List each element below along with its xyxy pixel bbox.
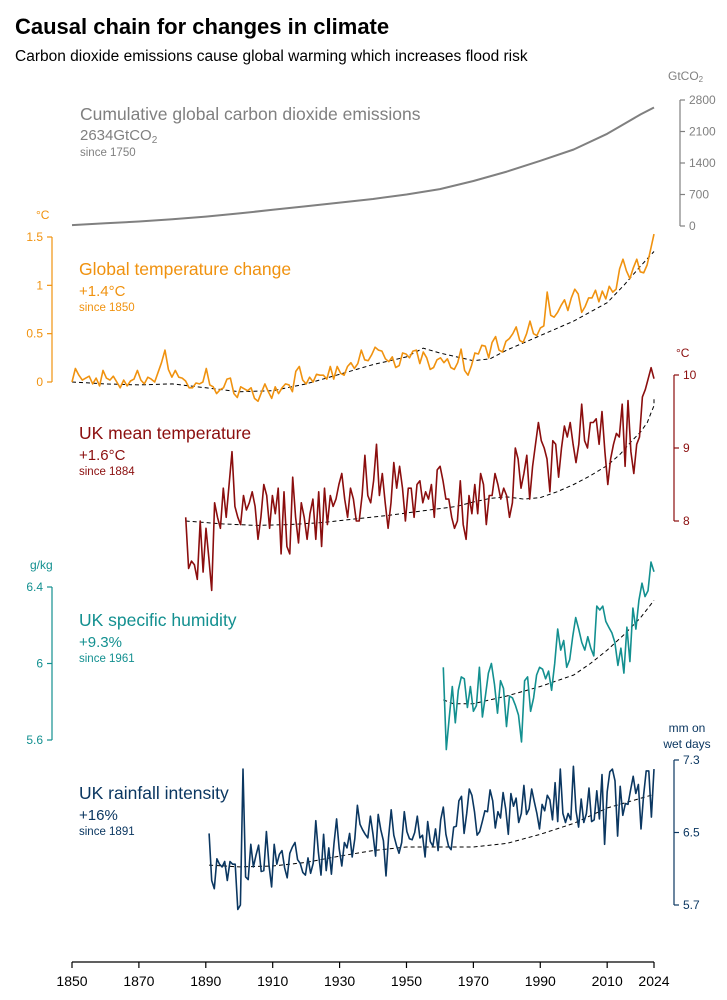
uk-humidity-unit: g/kg	[30, 558, 53, 572]
x-tick-label: 1930	[324, 973, 355, 989]
co2-y-tick-label: 2100	[689, 125, 716, 139]
uk-humidity-panel: UK specific humidity +9.3% since 1961 g/…	[30, 558, 237, 665]
x-tick-label: 2024	[638, 973, 669, 989]
x-tick-label: 1970	[458, 973, 489, 989]
uk-temp-value: +1.6°C	[79, 447, 126, 464]
co2-series-line	[71, 106, 655, 227]
uk-rain-value: +16%	[79, 807, 118, 824]
x-tick-label: 1990	[525, 973, 556, 989]
global_temp-plot: 0 0.5 1 1.5	[26, 230, 655, 403]
uk_rain-y-tick-label: 6.5	[683, 826, 700, 840]
co2-title: Cumulative global carbon dioxide emissio…	[80, 104, 421, 124]
uk-temp-unit: °C	[676, 346, 690, 360]
uk-temp-panel: UK mean temperature +1.6°C since 1884 °C	[79, 346, 690, 478]
uk-humidity-title: UK specific humidity	[79, 610, 237, 630]
global-temp-since: since 1850	[79, 302, 135, 314]
co2-value-subscript: 2	[152, 135, 158, 146]
global-temp-title: Global temperature change	[79, 259, 291, 279]
x-tick-label: 1950	[391, 973, 422, 989]
co2-panel: Cumulative global carbon dioxide emissio…	[80, 69, 704, 159]
global_temp-y-tick-label: 0	[36, 375, 43, 389]
uk_temp-y-tick-label: 8	[683, 514, 690, 528]
uk-temp-since: since 1884	[79, 466, 135, 478]
global_temp-y-tick-label: 0.5	[26, 327, 43, 341]
uk_rain-y-tick-label: 7.3	[683, 753, 700, 767]
uk_humidity-y-tick-label: 6.4	[26, 580, 43, 594]
co2-unit-subscript: 2	[699, 75, 704, 84]
uk_rain-plot: 5.7 6.5 7.3	[208, 753, 700, 912]
chart-title: Causal chain for changes in climate	[15, 14, 390, 39]
uk_humidity-series-line	[442, 561, 655, 751]
uk_temp-plot: 8 9 10	[184, 366, 697, 592]
global_temp-series-line	[71, 233, 655, 403]
uk_humidity-trend-line	[443, 600, 655, 705]
co2-since: since 1750	[80, 147, 136, 159]
co2-value: 2634GtCO2	[80, 127, 158, 146]
x-tick-label: 2010	[592, 973, 623, 989]
global_temp-y-tick-label: 1.5	[26, 230, 43, 244]
uk_temp-series-line	[184, 366, 655, 592]
uk_humidity-y-tick-label: 5.6	[26, 733, 43, 747]
uk_rain-series-line	[208, 765, 655, 911]
uk_temp-trend-line	[185, 399, 655, 526]
uk-rain-unit-line1: mm on	[669, 721, 706, 735]
global-temp-unit: °C	[36, 208, 50, 222]
co2-y-tick-label: 2800	[689, 93, 716, 107]
uk-rain-panel: UK rainfall intensity +16% since 1891 mm…	[79, 721, 711, 838]
uk_humidity-y-tick-label: 6	[36, 657, 43, 671]
uk-rain-since: since 1891	[79, 826, 135, 838]
uk-rain-unit-line2: wet days	[662, 737, 710, 751]
global_temp-trend-line	[71, 251, 655, 393]
co2-y-tick-label: 1400	[689, 156, 716, 170]
x-tick-label: 1910	[257, 973, 288, 989]
x-tick-label: 1870	[123, 973, 154, 989]
uk_humidity-plot: 5.6 6 6.4	[26, 561, 655, 751]
uk-temp-title: UK mean temperature	[79, 423, 251, 443]
co2-plot: 0 700 1400 2100 2800	[71, 93, 716, 233]
uk-humidity-since: since 1961	[79, 653, 135, 665]
uk_rain-y-tick-label: 5.7	[683, 898, 700, 912]
x-tick-label: 1850	[56, 973, 87, 989]
uk-humidity-value: +9.3%	[79, 634, 122, 651]
co2-y-tick-label: 700	[689, 188, 709, 202]
global_temp-y-tick-label: 1	[36, 278, 43, 292]
uk_temp-y-tick-label: 9	[683, 441, 690, 455]
x-tick-label: 1890	[190, 973, 221, 989]
co2-y-tick-label: 0	[689, 219, 696, 233]
chart-subtitle: Carbon dioxide emissions cause global wa…	[15, 48, 528, 65]
global-temp-panel: Global temperature change +1.4°C since 1…	[36, 208, 291, 314]
co2-unit: GtCO2	[668, 69, 704, 84]
global-temp-value: +1.4°C	[79, 283, 126, 300]
uk-rain-title: UK rainfall intensity	[79, 783, 229, 803]
x-axis: 1850 1870 1890 1910 1930 1950 1970 1990 2010 2024	[56, 961, 670, 989]
uk_temp-y-tick-label: 10	[683, 368, 697, 382]
